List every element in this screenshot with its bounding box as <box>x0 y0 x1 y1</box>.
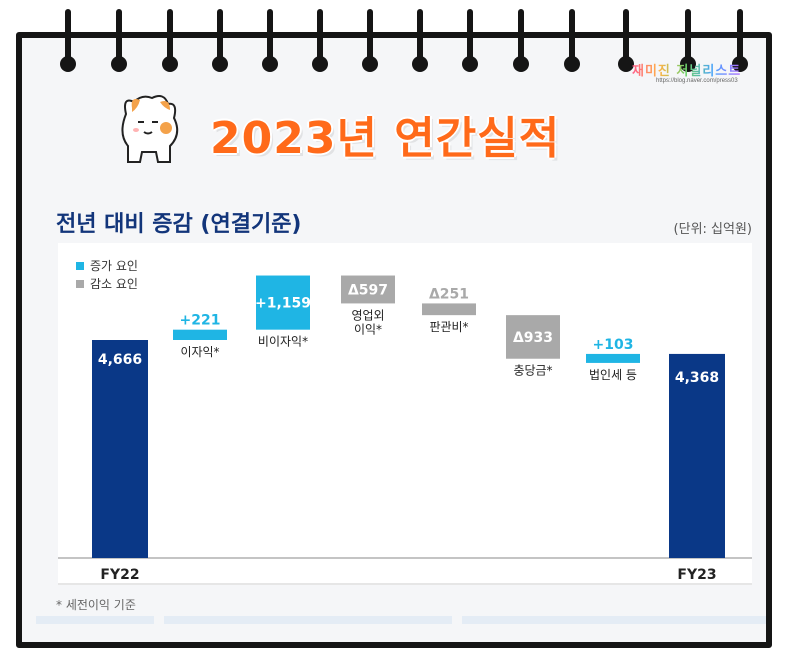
footnote: * 세전이익 기준 <box>56 598 136 612</box>
bar-label-step-5: Δ933 <box>513 330 553 346</box>
bar-step-1 <box>173 329 227 340</box>
x-tick-label-start: FY22 <box>100 567 139 583</box>
chart-title: 전년 대비 증감 (연결기준) <box>56 212 302 237</box>
bar-label-step-2: +1,159 <box>255 296 311 312</box>
category-label-step-3: 이익* <box>354 322 382 336</box>
legend-label-increase: 증가 요인 <box>90 259 138 273</box>
bottom-strips <box>36 616 766 626</box>
watermark-text: 재미진 저널리스트 <box>632 60 741 79</box>
bar-label-start: 4,666 <box>98 352 142 368</box>
bar-label-end: 4,368 <box>675 370 719 386</box>
headline-title: 2023년 연간실적 <box>210 113 561 164</box>
watermark-url: https://blog.naver.com/press03 <box>656 78 738 84</box>
legend-swatch-decrease <box>76 280 84 288</box>
bar-step-3 <box>341 275 395 304</box>
category-label-step-4: 판관비* <box>429 320 468 334</box>
bar-label-step-1: +221 <box>180 313 221 329</box>
bar-total-end <box>669 353 725 558</box>
category-label-step-5: 충당금* <box>513 364 552 378</box>
strip-3 <box>462 616 766 624</box>
x-tick-label-end: FY23 <box>677 567 716 583</box>
category-label-step-2: 비이자익* <box>258 335 308 349</box>
bar-step-6 <box>586 353 640 363</box>
category-label-step-3: 영업외 <box>351 308 384 322</box>
bar-step-4 <box>422 303 476 316</box>
category-label-step-1: 이자익* <box>180 345 219 359</box>
legend-label-decrease: 감소 요인 <box>90 277 138 291</box>
strip-2 <box>164 616 452 624</box>
bar-step-2 <box>256 275 310 330</box>
bar-step-5 <box>506 315 560 359</box>
unit-note: (단위: 십억원) <box>673 222 752 237</box>
bar-label-step-4: Δ251 <box>429 286 469 302</box>
legend-swatch-increase <box>76 262 84 270</box>
bar-label-step-3: Δ597 <box>348 282 388 298</box>
strip-1 <box>36 616 154 624</box>
category-label-step-6: 법인세 등 <box>589 368 637 382</box>
bar-total-start <box>92 340 148 558</box>
cat-mascot-icon <box>121 95 179 163</box>
bar-label-step-6: +103 <box>593 337 634 353</box>
